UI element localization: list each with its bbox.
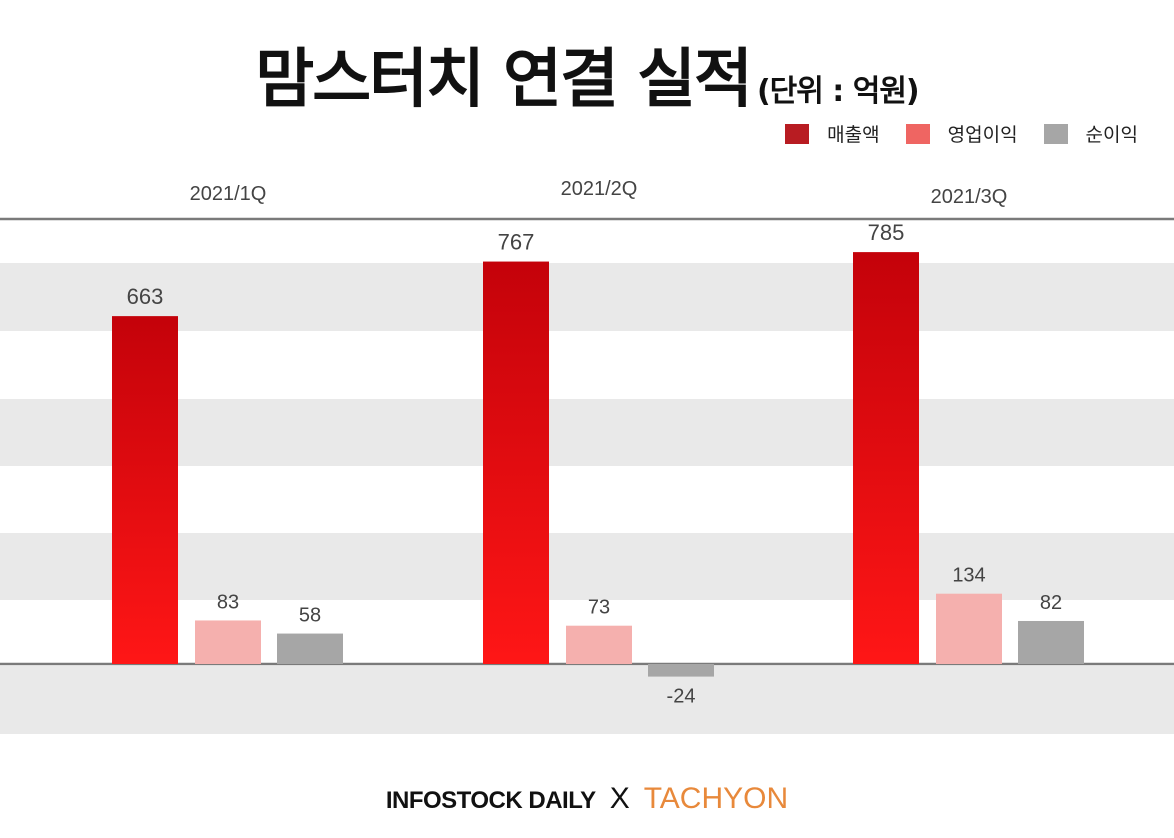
data-label: 663 (127, 284, 164, 309)
legend-swatch-sales (785, 123, 810, 144)
brand-infostock-daily: INFOSTOCK DAILY (385, 787, 596, 814)
data-label: -24 (667, 686, 696, 708)
footer-brands: INFOSTOCK DAILY X TACHYON (0, 782, 1174, 816)
legend-item-sales: 매출액 (785, 120, 880, 147)
data-label: 767 (498, 230, 535, 255)
data-label: 82 (1040, 592, 1062, 614)
category-label: 2021/3Q (931, 186, 1008, 208)
grid-band (0, 399, 1174, 466)
data-labels: 663 83 58 767 73 -24 785 134 82 (127, 220, 1062, 707)
category-labels: 2021/1Q 2021/2Q 2021/3Q (190, 178, 1008, 208)
bar (936, 593, 1002, 664)
data-label: 785 (868, 220, 905, 245)
brand-separator: X (609, 782, 630, 815)
bar (853, 252, 919, 664)
grid-band (0, 666, 1174, 734)
chart-title: 맘스터치 연결 실적 (255, 43, 753, 117)
legend-item-operating-profit: 영업이익 (905, 120, 1018, 147)
bar (566, 625, 632, 664)
chart-subtitle: (단위 : 억원) (756, 74, 920, 109)
legend-label-operating-profit: 영업이익 (947, 124, 1018, 146)
bar-chart: 2021/1Q 2021/2Q 2021/3Q 663 83 58 767 73 -24 785… (0, 178, 1174, 734)
grid-bands (0, 263, 1174, 734)
data-label: 83 (217, 591, 239, 613)
legend-label-sales: 매출액 (827, 124, 880, 146)
legend-item-net-income: 순이익 (1043, 120, 1138, 147)
bar (112, 316, 178, 664)
legend-label-net-income: 순이익 (1085, 124, 1138, 146)
category-label: 2021/2Q (561, 178, 638, 200)
bar (1018, 620, 1084, 664)
category-label: 2021/1Q (190, 183, 267, 205)
legend-swatch-operating-profit (905, 123, 930, 144)
bar (648, 664, 714, 677)
legend: 매출액 영업이익 순이익 (759, 120, 1138, 147)
bar (277, 633, 343, 664)
brand-tachyon: TACHYON (643, 782, 789, 815)
data-label: 134 (952, 565, 985, 587)
grid-band (0, 533, 1174, 600)
data-label: 58 (299, 605, 321, 627)
legend-swatch-net-income (1043, 123, 1068, 144)
bar (195, 620, 261, 664)
chart-title-block: 맘스터치 연결 실적 (단위 : 억원) (0, 28, 1174, 120)
data-label: 73 (588, 597, 610, 619)
bars (112, 252, 1084, 677)
grid-band (0, 263, 1174, 331)
bar (483, 261, 549, 664)
